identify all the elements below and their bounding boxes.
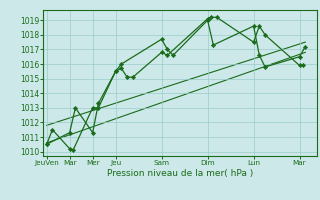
X-axis label: Pression niveau de la mer( hPa ): Pression niveau de la mer( hPa )	[107, 169, 253, 178]
